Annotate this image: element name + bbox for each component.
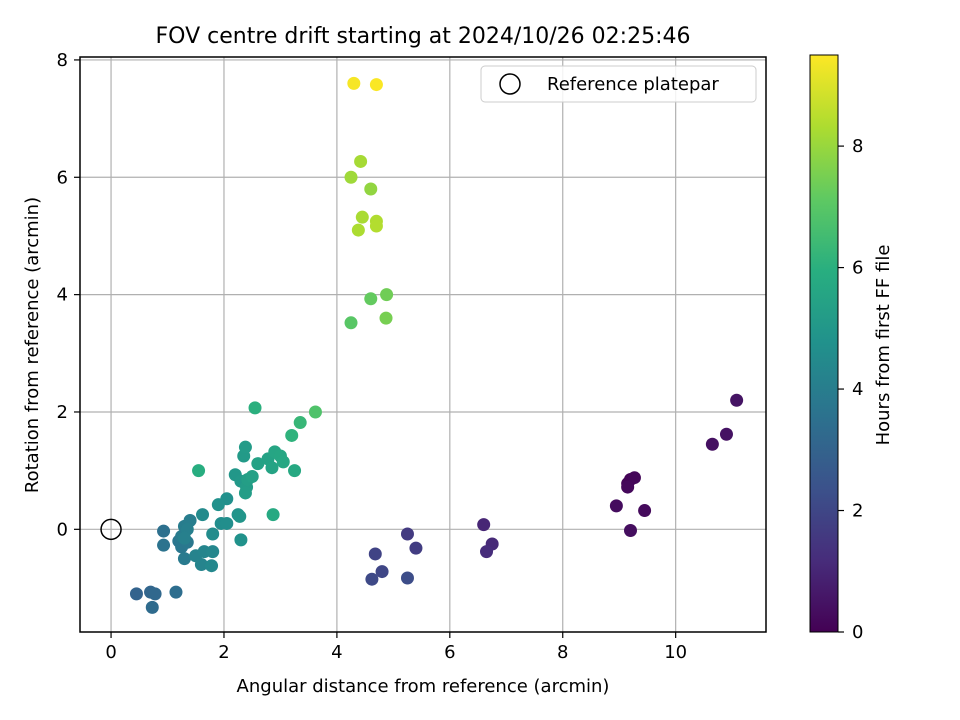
y-tick-label: 2 <box>57 402 68 423</box>
grid-lines <box>80 57 766 632</box>
data-point <box>364 292 378 306</box>
data-point <box>638 504 652 518</box>
data-point <box>205 559 219 573</box>
data-point <box>265 461 279 475</box>
data-point <box>220 516 234 530</box>
data-point <box>194 558 208 572</box>
data-point <box>365 572 379 586</box>
data-point <box>400 571 414 585</box>
data-point <box>719 427 733 441</box>
data-point <box>375 565 389 579</box>
data-point <box>293 416 307 430</box>
data-point <box>477 518 491 532</box>
data-point <box>245 470 259 484</box>
data-point <box>369 219 383 233</box>
y-tick-label: 4 <box>57 285 68 306</box>
data-point <box>145 600 159 614</box>
data-point <box>347 76 361 90</box>
legend-marker <box>499 73 521 95</box>
data-point <box>206 527 220 541</box>
data-point <box>233 509 247 523</box>
data-point <box>380 288 394 302</box>
colorbar-tick-label: 6 <box>852 258 863 279</box>
data-point <box>288 464 302 478</box>
data-point <box>248 401 262 415</box>
data-point <box>409 541 423 555</box>
colorbar-gradient <box>809 54 839 633</box>
chart-title: FOV centre drift starting at 2024/10/26 … <box>156 24 691 49</box>
x-axis-ticks: 0 2 4 6 8 10 <box>105 632 687 663</box>
data-point <box>276 455 290 469</box>
colorbar-tick-label: 2 <box>852 501 863 522</box>
colorbar-tick-label: 4 <box>852 379 863 400</box>
data-point <box>192 464 206 478</box>
x-axis-label: Angular distance from reference (arcmin) <box>237 676 610 697</box>
data-point <box>129 587 143 601</box>
y-axis-label: Rotation from reference (arcmin) <box>22 197 43 493</box>
data-point <box>157 524 171 538</box>
data-point <box>177 552 191 566</box>
data-point <box>157 538 171 552</box>
colorbar-label: Hours from first FF file <box>873 245 894 446</box>
scatter-points <box>129 76 744 614</box>
data-point <box>368 547 382 561</box>
data-point <box>238 440 252 454</box>
data-point <box>480 545 494 559</box>
data-point <box>238 486 252 500</box>
colorbar-ticks: 0 2 4 6 8 <box>838 136 863 643</box>
data-point <box>211 498 225 512</box>
data-point <box>621 480 635 494</box>
x-tick-label: 0 <box>105 642 116 663</box>
reference-point <box>100 518 122 541</box>
data-point <box>609 499 623 513</box>
data-point <box>177 531 191 545</box>
legend: Reference platepar <box>480 65 757 103</box>
data-point <box>623 523 637 537</box>
x-tick-label: 2 <box>218 642 229 663</box>
data-point <box>206 545 220 559</box>
data-point <box>251 457 265 471</box>
colorbar-tick-label: 8 <box>852 136 863 157</box>
data-point <box>730 393 744 407</box>
data-point <box>148 587 162 601</box>
data-point <box>234 533 248 547</box>
colorbar-tick-label: 0 <box>852 622 863 643</box>
colorbar: 0 2 4 6 8 Hours from first FF file <box>809 54 894 643</box>
data-point <box>627 471 641 485</box>
data-point <box>285 428 299 442</box>
data-point <box>355 210 369 224</box>
data-point <box>351 223 365 237</box>
legend-box <box>480 65 757 103</box>
y-tick-label: 0 <box>57 519 68 540</box>
data-point <box>364 182 378 196</box>
data-point <box>369 78 383 92</box>
x-tick-label: 8 <box>557 642 568 663</box>
data-point <box>266 508 280 522</box>
data-point <box>344 170 358 184</box>
data-point <box>308 405 322 419</box>
x-tick-label: 4 <box>331 642 342 663</box>
data-point <box>354 154 368 168</box>
data-point <box>196 508 210 522</box>
legend-entry-reference: Reference platepar <box>547 74 719 95</box>
data-point <box>169 585 183 599</box>
data-point <box>400 527 414 541</box>
y-axis-ticks: 0 2 4 6 8 <box>57 50 80 540</box>
plot-area-frame <box>79 56 767 633</box>
x-tick-label: 10 <box>664 642 687 663</box>
data-point <box>344 316 358 330</box>
y-tick-label: 6 <box>57 167 68 188</box>
data-point <box>379 311 393 325</box>
y-tick-label: 8 <box>57 50 68 71</box>
x-tick-label: 6 <box>444 642 455 663</box>
reference-marker <box>100 518 122 541</box>
data-point <box>705 437 719 451</box>
